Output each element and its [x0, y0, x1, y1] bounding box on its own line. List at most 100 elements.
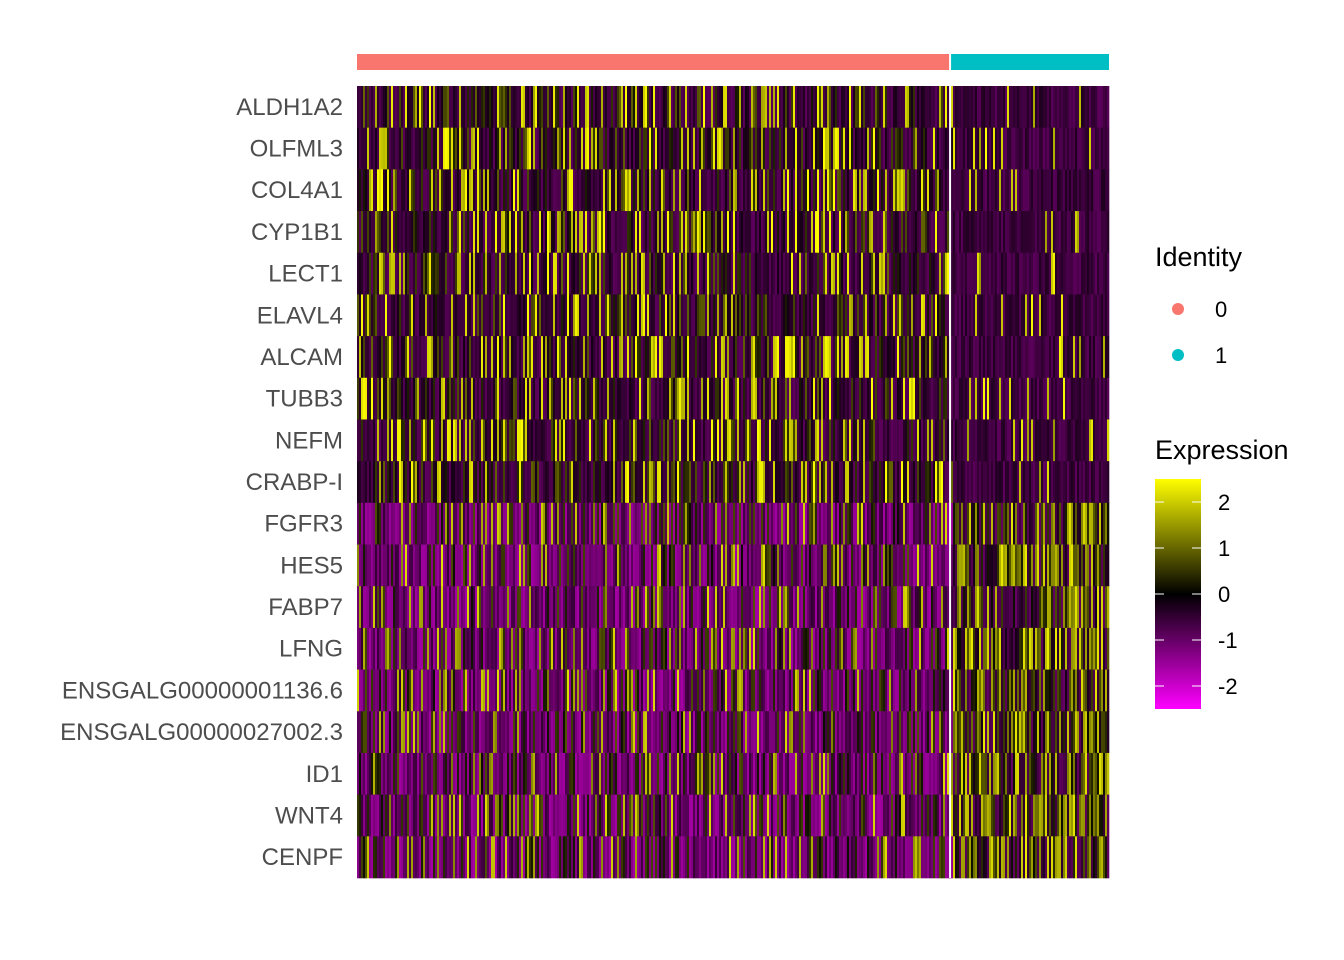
heatmap-cell — [921, 544, 924, 587]
heatmap-cell — [489, 627, 492, 670]
heatmap-cell — [805, 86, 808, 128]
heatmap-cell — [665, 252, 668, 295]
heatmap-cell — [479, 461, 482, 504]
heatmap-cell — [521, 127, 524, 170]
heatmap-cell — [985, 586, 988, 629]
heatmap-cell — [443, 294, 446, 337]
heatmap-cell — [665, 127, 668, 170]
heatmap-cell — [1003, 294, 1006, 337]
heatmap-cell — [979, 294, 982, 337]
heatmap-cell — [455, 419, 458, 462]
heatmap-cell — [927, 336, 930, 379]
heatmap-cell — [875, 586, 878, 629]
heatmap-cell — [625, 419, 628, 462]
heatmap-cell — [545, 544, 548, 587]
heatmap-cell — [375, 544, 378, 587]
heatmap-cell — [475, 294, 478, 337]
heatmap-cell — [551, 377, 554, 420]
heatmap-cell — [759, 336, 762, 379]
heatmap-cell — [809, 544, 812, 587]
heatmap-cell — [409, 169, 412, 212]
heatmap-cell — [501, 544, 504, 587]
heatmap-cell — [1067, 502, 1070, 545]
heatmap-cell — [891, 502, 894, 545]
heatmap-cell — [425, 502, 428, 545]
heatmap-cell — [891, 377, 894, 420]
heatmap-cell — [955, 86, 958, 128]
heatmap-cell — [425, 544, 428, 587]
heatmap-cell — [573, 586, 576, 629]
heatmap-cell — [533, 86, 536, 128]
heatmap-cell — [785, 294, 788, 337]
heatmap-cell — [579, 586, 582, 629]
heatmap-cell — [467, 544, 470, 587]
heatmap-cell — [815, 544, 818, 587]
heatmap-cell — [991, 211, 994, 254]
heatmap-cell — [1033, 211, 1036, 254]
heatmap-cell — [1101, 336, 1104, 379]
heatmap-cell — [571, 294, 574, 337]
heatmap-cell — [445, 627, 448, 670]
heatmap-cell — [985, 169, 988, 212]
heatmap-cell — [687, 211, 690, 254]
heatmap-cell — [717, 502, 720, 545]
heatmap-cell — [851, 169, 854, 212]
heatmap-cell — [591, 502, 594, 545]
heatmap-cell — [795, 461, 798, 504]
heatmap-cell — [679, 252, 682, 295]
heatmap-cell — [693, 86, 696, 128]
heatmap-cell — [1089, 377, 1092, 420]
heatmap-cell — [615, 127, 618, 170]
heatmap-cell — [623, 544, 626, 587]
heatmap-cell — [945, 169, 948, 212]
heatmap-cell — [377, 502, 380, 545]
heatmap-cell — [503, 377, 506, 420]
heatmap-cell — [615, 294, 618, 337]
heatmap-cell — [1045, 461, 1048, 504]
heatmap-cell — [763, 211, 766, 254]
heatmap-cell — [839, 252, 842, 295]
heatmap-cell — [847, 336, 850, 379]
heatmap-cell — [709, 294, 712, 337]
heatmap-cell — [681, 294, 684, 337]
heatmap-cell — [845, 502, 848, 545]
heatmap-cell — [507, 461, 510, 504]
heatmap-cell — [1103, 336, 1106, 379]
heatmap-cell — [585, 419, 588, 462]
heatmap-cell — [587, 294, 590, 337]
heatmap-cell — [1041, 586, 1044, 629]
heatmap-cell — [1023, 127, 1026, 170]
heatmap-cell — [395, 502, 398, 545]
heatmap-cell — [801, 169, 804, 212]
heatmap-cell — [1081, 252, 1084, 295]
heatmap-cell — [689, 502, 692, 545]
heatmap-cell — [855, 586, 858, 629]
heatmap-cell — [677, 544, 680, 587]
heatmap-cell — [981, 127, 984, 170]
heatmap-cell — [561, 86, 564, 128]
heatmap-cell — [1057, 211, 1060, 254]
heatmap-cell — [1105, 127, 1108, 170]
heatmap-cell — [733, 461, 736, 504]
heatmap-cell — [443, 377, 446, 420]
heatmap-cell — [819, 461, 822, 504]
heatmap-cell — [363, 127, 366, 170]
heatmap-cell — [831, 461, 834, 504]
heatmap-cell — [863, 86, 866, 128]
heatmap-cell — [373, 461, 376, 504]
heatmap-cell — [845, 544, 848, 587]
heatmap-cell — [719, 336, 722, 379]
heatmap-cell — [923, 586, 926, 629]
heatmap-cell — [693, 211, 696, 254]
heatmap-cell — [687, 294, 690, 337]
heatmap-cell — [805, 252, 808, 295]
heatmap-cell — [1097, 502, 1100, 545]
heatmap-cell — [855, 294, 858, 337]
heatmap-cell — [907, 252, 910, 295]
heatmap-cell — [815, 211, 818, 254]
heatmap-cell — [933, 502, 936, 545]
heatmap-cell — [1061, 252, 1064, 295]
heatmap-cell — [1057, 377, 1060, 420]
heatmap-cell — [357, 211, 360, 254]
heatmap-cell — [851, 502, 854, 545]
